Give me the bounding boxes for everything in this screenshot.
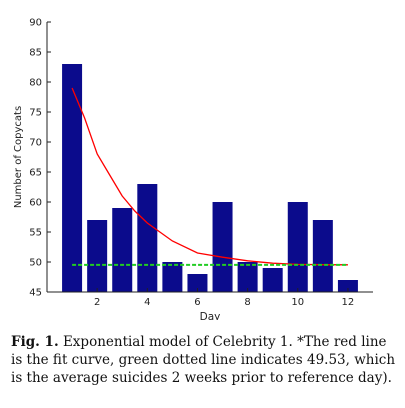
x-tick-label: 2 [94, 297, 100, 308]
y-tick-label: 85 [29, 48, 42, 59]
axes-group [46, 22, 373, 293]
x-ticks-group: 2 4 6 8 10 12 [94, 288, 354, 308]
x-tick-label: 6 [194, 297, 200, 308]
bar-day-10 [287, 202, 308, 292]
y-ticks-group: 45 50 55 60 65 70 75 80 85 90 [29, 18, 51, 299]
bar-day-11 [312, 220, 333, 292]
y-tick-label: 45 [29, 288, 42, 299]
x-tick-label: 12 [342, 297, 355, 308]
figure-caption: Fig. 1. Exponential model of Celebrity 1… [11, 333, 399, 387]
bar-day-1 [62, 64, 83, 292]
y-tick-label: 90 [29, 18, 42, 29]
y-tick-label: 70 [29, 138, 42, 149]
x-axis-label: Day [200, 311, 221, 320]
bars-group [62, 64, 358, 292]
x-tick-label: 4 [144, 297, 150, 308]
bar-day-6 [187, 274, 208, 292]
y-tick-label: 60 [29, 198, 42, 209]
y-tick-label: 80 [29, 78, 42, 89]
x-tick-label: 8 [244, 297, 250, 308]
y-tick-label: 55 [29, 228, 42, 239]
y-axis-label: Number of Copycats [13, 106, 24, 208]
caption-text: Exponential model of Celebrity 1. *The r… [11, 334, 396, 386]
caption-label: Fig. 1. [11, 334, 59, 350]
bar-day-7 [212, 202, 233, 292]
y-tick-label: 75 [29, 108, 42, 119]
bar-day-2 [87, 220, 108, 292]
bar-day-9 [262, 268, 283, 292]
bar-day-3 [112, 208, 133, 292]
y-tick-label: 65 [29, 168, 42, 179]
y-tick-label: 50 [29, 258, 42, 269]
bar-day-4 [137, 184, 158, 292]
chart: 45 50 55 60 65 70 75 80 85 90 2 4 6 8 10 12 Number of … [13, 18, 373, 320]
x-tick-label: 10 [291, 297, 304, 308]
bar-day-12 [337, 280, 358, 292]
bar-day-8 [237, 262, 258, 292]
bar-day-5 [162, 262, 183, 292]
